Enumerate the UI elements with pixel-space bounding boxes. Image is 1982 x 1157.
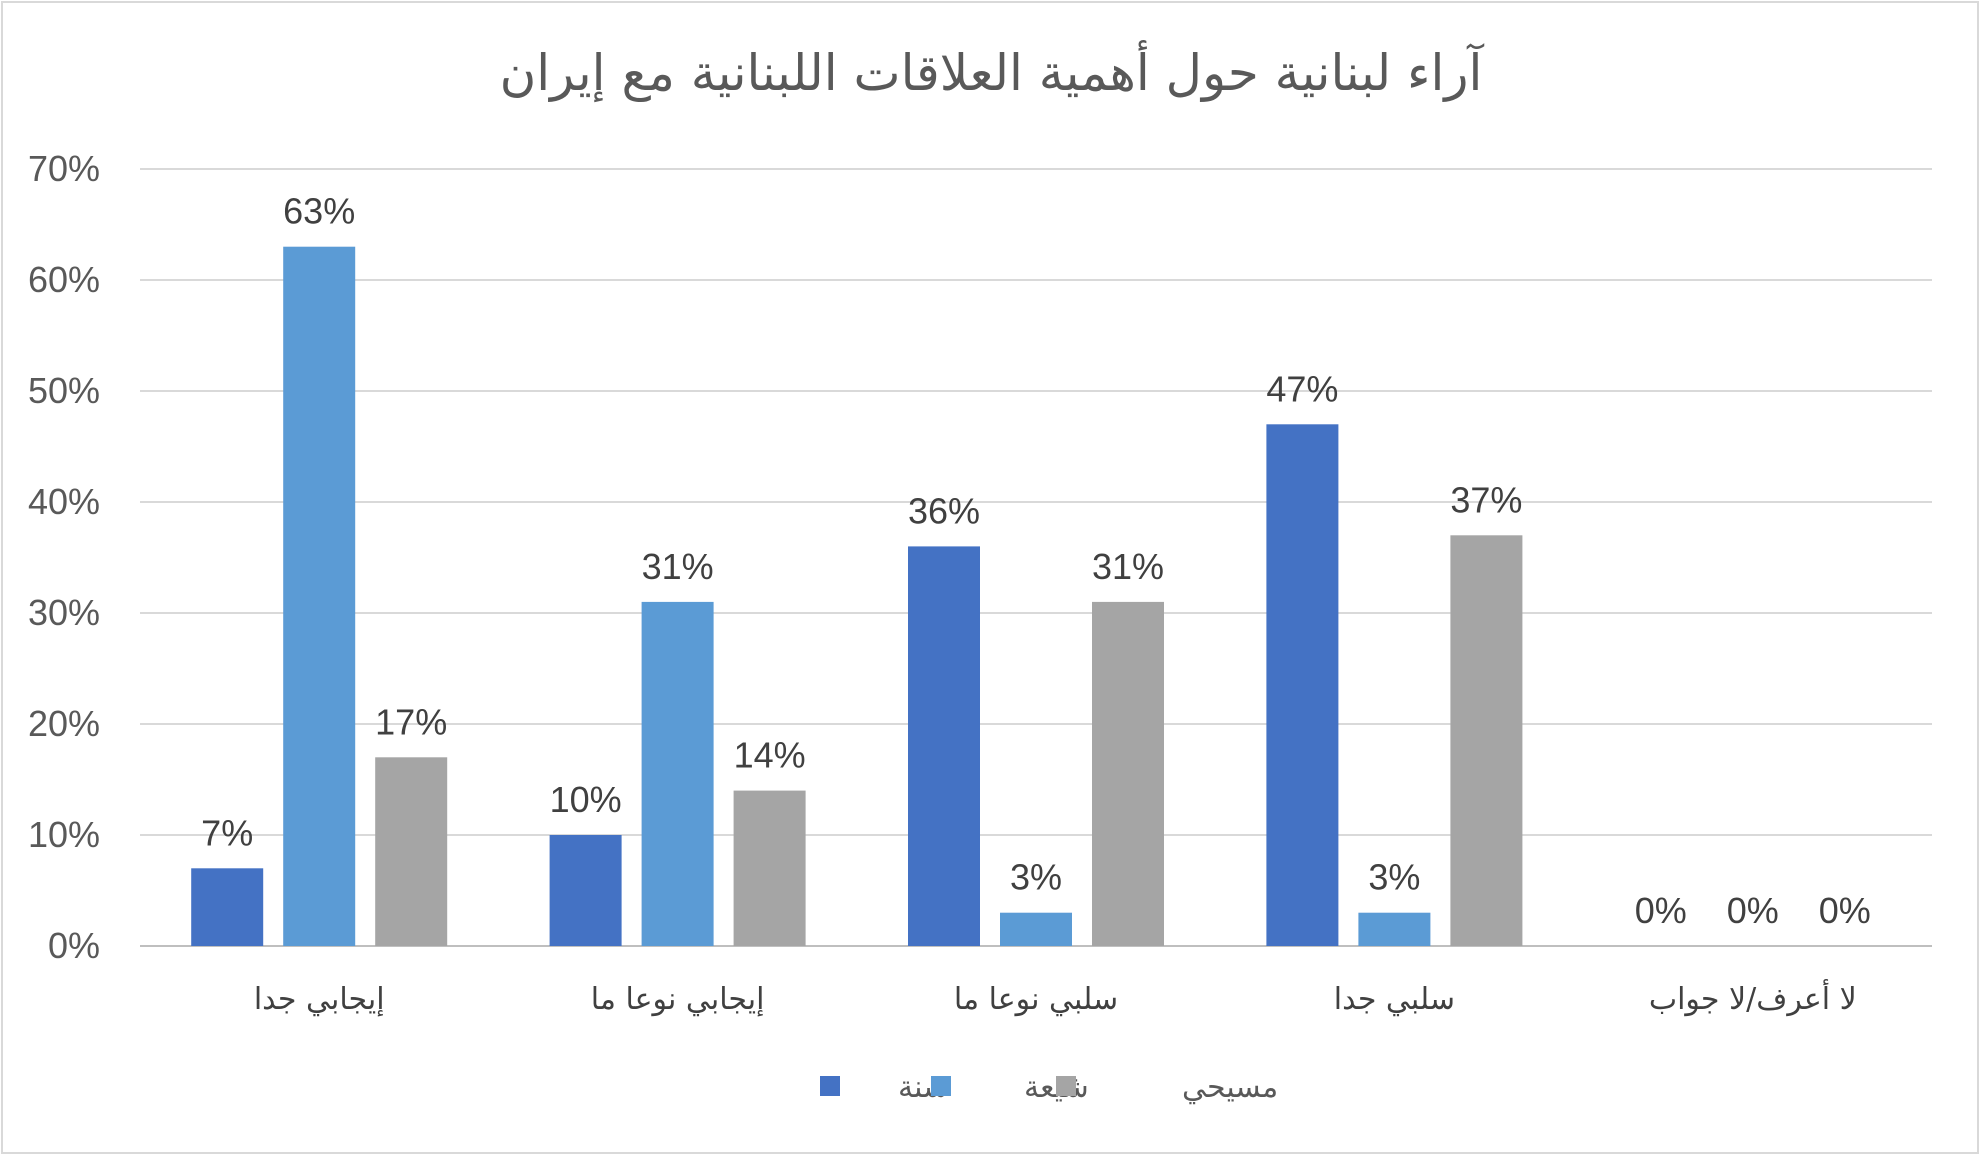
legend-swatch xyxy=(820,1076,840,1096)
bar xyxy=(1358,912,1431,946)
data-label: 10% xyxy=(550,779,622,820)
x-category-label: إيجابي جدا xyxy=(254,982,385,1017)
legend-swatch xyxy=(931,1076,951,1096)
data-label: 3% xyxy=(1368,857,1420,898)
y-tick-label: 20% xyxy=(28,703,100,744)
bar xyxy=(283,246,356,946)
x-category-label: إيجابي نوعا ما xyxy=(591,982,765,1017)
data-label: 37% xyxy=(1450,479,1522,520)
x-category-label: سلبي نوعا ما xyxy=(954,982,1118,1017)
bar xyxy=(191,868,264,946)
bar xyxy=(1450,535,1523,946)
data-label: 0% xyxy=(1635,890,1687,931)
data-label: 3% xyxy=(1010,857,1062,898)
y-tick-label: 10% xyxy=(28,814,100,855)
bar xyxy=(908,546,980,946)
data-label: 14% xyxy=(734,735,806,776)
bar xyxy=(549,835,622,946)
data-label: 31% xyxy=(1092,546,1164,587)
y-tick-label: 50% xyxy=(28,370,100,411)
data-label: 47% xyxy=(1266,368,1338,409)
data-label: 0% xyxy=(1727,890,1779,931)
chart-title: آراء لبنانية حول أهمية العلاقات اللبناني… xyxy=(500,40,1485,103)
bar xyxy=(1266,424,1339,946)
x-category-label: لا أعرف/لا جواب xyxy=(1649,978,1857,1017)
data-label: 63% xyxy=(283,191,355,232)
data-label: 36% xyxy=(908,490,980,531)
y-tick-label: 40% xyxy=(28,481,100,522)
bars xyxy=(191,246,1523,946)
y-tick-label: 60% xyxy=(28,259,100,300)
data-label: 17% xyxy=(375,701,447,742)
data-labels: 7% 63% 17% 10% 31% 14% 36% 3% 31% 47% 3% 37% 0% 0% 0% xyxy=(201,191,1871,931)
bar xyxy=(641,601,714,946)
data-label: 0% xyxy=(1819,890,1871,931)
y-tick-label: 70% xyxy=(28,148,100,189)
bar xyxy=(1000,912,1072,946)
legend-swatch xyxy=(1056,1076,1076,1096)
legend-label: مسيحي xyxy=(1182,1070,1278,1105)
data-label: 31% xyxy=(642,546,714,587)
y-axis-ticks: 0% 10% 20% 30% 40% 50% 60% 70% xyxy=(28,148,100,966)
y-tick-label: 0% xyxy=(48,925,100,966)
bar xyxy=(375,757,448,946)
bar xyxy=(1092,601,1164,946)
y-tick-label: 30% xyxy=(28,592,100,633)
x-axis-categories: إيجابي جدا إيجابي نوعا ما سلبي نوعا ما سلبي… xyxy=(254,978,1857,1017)
x-category-label: سلبي جدا xyxy=(1334,982,1455,1017)
bar xyxy=(733,790,806,946)
legend: سنةشيعةمسيحي xyxy=(820,1070,1278,1105)
data-label: 7% xyxy=(201,812,253,853)
